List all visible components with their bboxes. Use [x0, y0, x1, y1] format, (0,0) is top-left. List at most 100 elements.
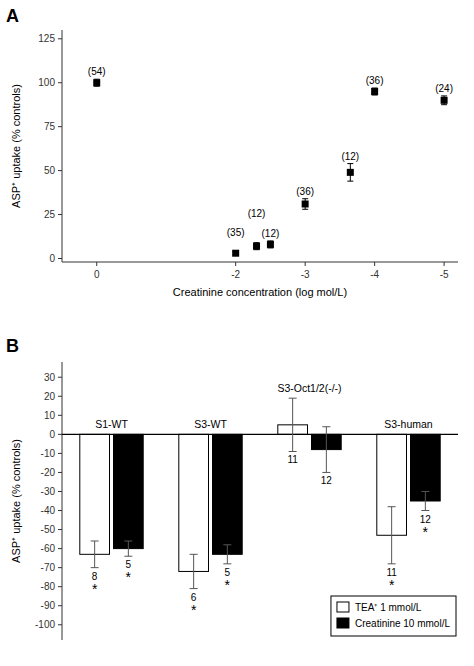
n-label: (12) [248, 208, 266, 219]
category-label: S3-Oct1/2(-/-) [277, 382, 341, 394]
y-axis-label: ASP⁺ uptake (% controls) [10, 84, 22, 208]
y-tick [58, 214, 62, 215]
error-cap [347, 163, 353, 164]
legend-box [331, 596, 456, 636]
error-bar [267, 241, 273, 248]
category-label: S3-WT [194, 418, 227, 430]
significance-label: * [389, 577, 395, 593]
y-tick-label: 20 [44, 391, 56, 402]
n-label: (35) [227, 227, 245, 238]
bar [80, 434, 110, 554]
error-cap [347, 181, 353, 182]
y-tick [58, 82, 62, 83]
y-axis [62, 362, 63, 640]
error-cap [322, 472, 330, 473]
error-bar [223, 545, 231, 564]
y-tick-label: -10 [41, 448, 56, 459]
points [93, 79, 447, 257]
x-tick-label: -4 [370, 269, 379, 280]
y-tick [58, 258, 62, 259]
error-cap [441, 95, 447, 96]
error-cap [441, 104, 447, 105]
error-cap [302, 198, 308, 199]
error-cap [421, 491, 429, 492]
category-label: S1-WT [95, 418, 128, 430]
error-bars [91, 398, 430, 588]
y-tick [58, 126, 62, 127]
point [441, 97, 448, 104]
error-line [326, 427, 327, 473]
bars [62, 425, 458, 572]
point [371, 88, 378, 95]
error-cap [302, 209, 308, 210]
y-tick [58, 377, 62, 378]
y-tick [58, 38, 62, 39]
x-tick-label: -2 [231, 269, 240, 280]
y-tick-label: 0 [49, 253, 55, 264]
bar [213, 434, 243, 554]
point [302, 201, 309, 208]
point [253, 243, 260, 250]
error-line [391, 507, 392, 564]
significance-label: * [191, 602, 197, 618]
panel-label: A [6, 6, 19, 26]
x-tick [444, 262, 445, 266]
error-bar [322, 427, 330, 473]
y-tick-label: 100 [38, 77, 55, 88]
y-tick-label: -100 [35, 619, 55, 630]
error-line [94, 541, 95, 568]
y-tick-label: -60 [41, 543, 56, 554]
error-line [292, 398, 293, 451]
error-line [193, 554, 194, 588]
error-cap [124, 540, 132, 541]
error-cap [289, 398, 297, 399]
error-bar [254, 243, 260, 250]
significance-label: * [225, 577, 231, 593]
x-axis-label: Creatinine concentration (log mol/L) [173, 286, 347, 298]
n-label: (36) [296, 186, 314, 197]
legend-swatch [337, 618, 349, 628]
y-tick-label: 75 [44, 121, 56, 132]
y-tick-label: 30 [44, 372, 56, 383]
error-cap [190, 554, 198, 555]
error-cap [190, 588, 198, 589]
n-label: (54) [88, 66, 106, 77]
error-bar [289, 398, 297, 451]
panel-label: B [6, 336, 19, 356]
y-tick-label: 50 [44, 165, 56, 176]
n-label: (24) [435, 83, 453, 94]
y-tick-label: 10 [44, 410, 56, 421]
y-tick [58, 605, 62, 606]
y-tick-label: 25 [44, 209, 56, 220]
error-cap [388, 506, 396, 507]
chart: A02550751001250-5-4-3-2Creatinine concen… [0, 0, 474, 666]
zero-line [62, 434, 458, 435]
error-bar [302, 199, 308, 210]
point [232, 250, 239, 257]
y-tick-label: -30 [41, 486, 56, 497]
x-tick [96, 262, 97, 266]
y-tick [58, 434, 62, 435]
y-tick [58, 567, 62, 568]
y-tick [58, 453, 62, 454]
x-tick-label: -5 [440, 269, 449, 280]
error-bar [388, 507, 396, 564]
legend-label: Creatinine 10 mmol/L [355, 618, 450, 629]
y-tick-label: -80 [41, 581, 56, 592]
error-bar [421, 491, 429, 510]
n-label: (12) [262, 228, 280, 239]
error-cap [223, 563, 231, 564]
error-cap [91, 567, 99, 568]
x-tick [305, 262, 306, 266]
n-label: (12) [341, 151, 359, 162]
y-tick [58, 529, 62, 530]
point [347, 169, 354, 176]
y-tick-label: -70 [41, 562, 56, 573]
y-tick [58, 491, 62, 492]
x-tick [374, 262, 375, 266]
y-tick [58, 624, 62, 625]
x-tick [235, 262, 236, 266]
error-line [425, 491, 426, 510]
y-tick [58, 548, 62, 549]
y-tick-label: -90 [41, 600, 56, 611]
